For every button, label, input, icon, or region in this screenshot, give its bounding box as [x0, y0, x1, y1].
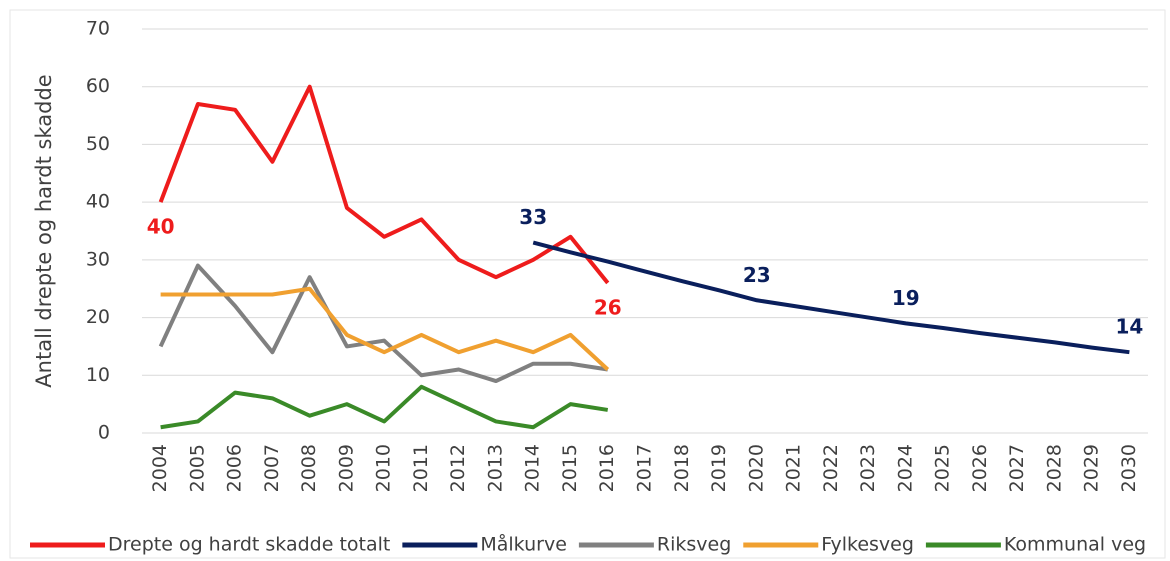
- x-tick-label: 2029: [1081, 444, 1103, 492]
- x-tick-label: 2005: [186, 444, 208, 492]
- x-tick-label: 2030: [1118, 444, 1140, 492]
- series-line: [158, 263, 609, 384]
- legend-label: Drepte og hardt skadde totalt: [108, 534, 390, 556]
- x-tick-label: 2021: [783, 444, 805, 492]
- x-tick-label: 2009: [335, 444, 357, 492]
- data-label: 26: [594, 295, 622, 319]
- x-tick-label: 2008: [298, 444, 320, 492]
- x-tick-label: 2004: [149, 444, 171, 492]
- x-tick-label: 2010: [373, 444, 395, 492]
- legend-label: Riksveg: [657, 534, 731, 556]
- x-tick-label: 2022: [820, 444, 842, 492]
- x-tick-label: 2027: [1006, 444, 1028, 492]
- x-tick-label: 2011: [410, 444, 432, 492]
- y-axis-label: Antall drepte og hardt skadde: [32, 74, 56, 387]
- data-label: 23: [743, 263, 771, 287]
- series-line: [532, 240, 1130, 355]
- legend-label: Målkurve: [480, 533, 567, 556]
- y-tick-label: 40: [86, 191, 110, 213]
- y-tick-label: 70: [86, 18, 110, 40]
- data-label: 33: [519, 205, 547, 229]
- x-tick-label: 2019: [708, 444, 730, 492]
- x-tick-label: 2007: [261, 444, 283, 492]
- y-tick-label: 0: [98, 422, 110, 444]
- x-tick-label: 2016: [596, 444, 618, 492]
- x-tick-label: 2028: [1043, 444, 1065, 492]
- x-tick-label: 2017: [634, 444, 656, 492]
- y-tick-label: 20: [86, 306, 110, 328]
- x-tick-label: 2023: [857, 444, 879, 492]
- x-tick-label: 2018: [671, 444, 693, 492]
- legend-label: Kommunal veg: [1004, 534, 1146, 556]
- x-tick-label: 2015: [559, 444, 581, 492]
- data-label: 40: [147, 215, 175, 239]
- x-tick-label: 2012: [447, 444, 469, 492]
- y-tick-label: 50: [86, 133, 110, 155]
- y-tick-label: 30: [86, 248, 110, 270]
- series-line: [158, 84, 610, 285]
- chart-frame: [9, 9, 1166, 559]
- data-label: 14: [1115, 315, 1143, 339]
- x-tick-label: 2024: [894, 444, 916, 492]
- series-line: [160, 384, 609, 430]
- x-tick-label: 2006: [224, 444, 246, 492]
- y-tick-label: 60: [86, 75, 110, 97]
- data-label: 19: [892, 286, 920, 310]
- series-line: [160, 286, 610, 371]
- legend-label: Fylkesveg: [821, 534, 914, 556]
- y-tick-label: 10: [86, 364, 110, 386]
- x-tick-label: 2025: [932, 444, 954, 492]
- x-tick-label: 2014: [522, 444, 544, 492]
- x-tick-label: 2026: [969, 444, 991, 492]
- x-tick-label: 2020: [745, 444, 767, 492]
- x-tick-label: 2013: [484, 444, 506, 492]
